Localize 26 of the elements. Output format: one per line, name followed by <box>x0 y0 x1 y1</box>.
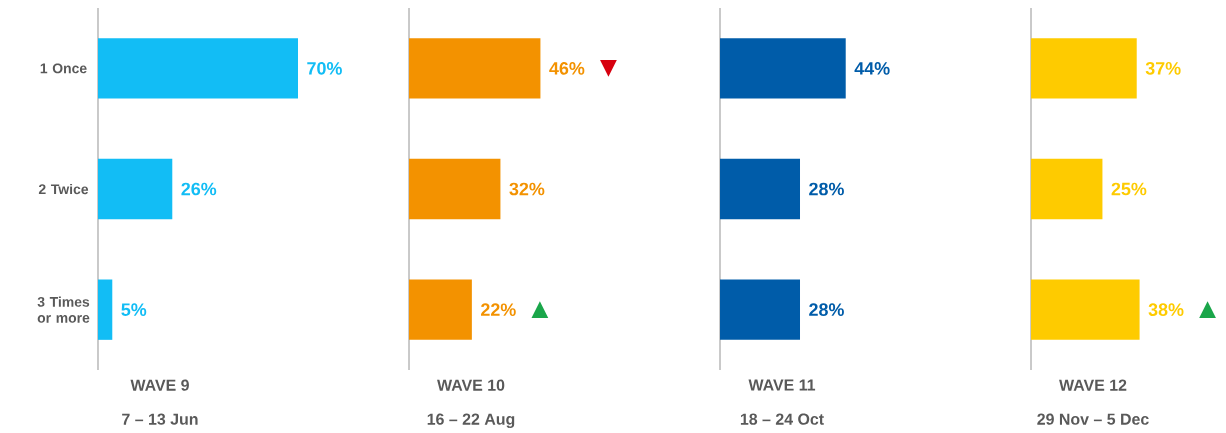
annotation: ▲ <box>1199 301 1216 319</box>
annotation: ▲ <box>531 301 549 319</box>
data-label: 38% <box>1148 303 1184 317</box>
data-label: 46% <box>549 61 585 75</box>
data-label: 28% <box>809 182 844 196</box>
y-tick-label: 3 Times or more <box>37 296 90 323</box>
data-label: 28% <box>809 303 844 317</box>
x-axis-title: WAVE 9 <box>130 379 189 391</box>
text: 16 – 22 Aug <box>427 413 515 429</box>
data-label: 5% <box>121 303 147 316</box>
x-axis-title: WAVE 11 <box>748 379 816 391</box>
x-axis-title: WAVE 10 <box>437 379 505 391</box>
data-label: 25% <box>1111 182 1147 196</box>
annotation: ▼ <box>600 59 617 77</box>
data-label: 22% <box>481 303 516 316</box>
data-label: 26% <box>181 182 217 196</box>
y-tick-label: 1 Once <box>40 63 87 74</box>
text: 18 – 24 Oct <box>740 413 824 425</box>
text: 7 – 13 Jun <box>122 413 198 425</box>
text: 29 Nov – 5 Dec <box>1037 413 1149 425</box>
data-label: 70% <box>307 61 342 75</box>
data-label: 37% <box>1145 61 1181 75</box>
y-tick-label: 2 Twice <box>38 183 89 195</box>
data-label: 44% <box>854 62 890 75</box>
x-axis-title: WAVE 12 <box>1059 379 1127 391</box>
data-label: 32% <box>509 182 545 196</box>
